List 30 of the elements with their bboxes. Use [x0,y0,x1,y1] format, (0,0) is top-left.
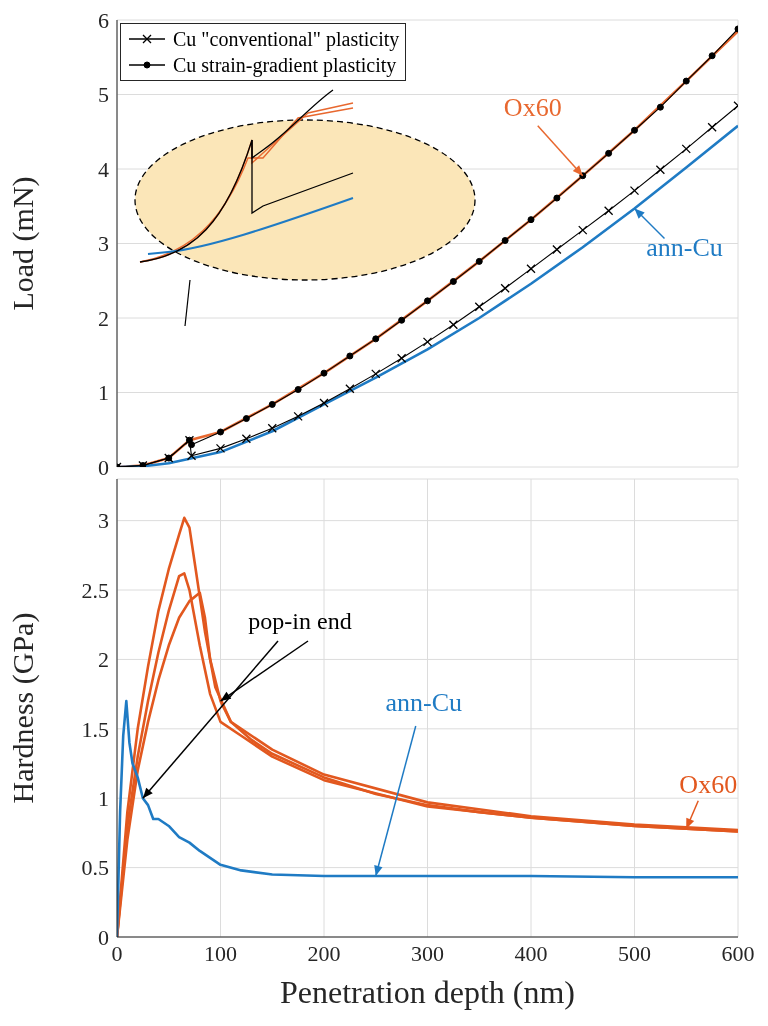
legend-label: Cu strain-gradient plasticity [173,53,397,78]
y-tick-label: 6 [98,7,109,33]
y-tick-label: 2.5 [81,577,109,603]
y-tick-label: 2 [98,305,109,331]
x-tick-label: 100 [204,940,237,966]
x-tick-label: 200 [307,940,341,966]
y-axis-title: Load (mN) [5,176,40,311]
y-tick-label: 4 [98,156,109,182]
y-tick-label: 3 [98,508,109,534]
y-tick-label: 5 [98,82,109,108]
y-tick-label: 2 [98,647,109,673]
series-label: Ox60 [679,769,738,799]
text: Ox60 [503,92,562,122]
y-tick-label: 1.5 [81,716,109,742]
text: ann-Cu [385,687,463,717]
legend-label: Cu "conventional" plasticity [173,27,400,52]
y-axis-title: Hardness (GPa) [5,612,40,804]
y-tick-label: 1 [98,380,109,406]
y-tick-label: 0 [98,454,109,480]
annotation: pop-in end [248,608,352,634]
x-axis-title: Penetration depth (nm) [279,974,576,1010]
y-tick-label: 0.5 [81,855,109,881]
x-tick-label: 400 [514,940,548,966]
y-tick-label: 1 [98,786,109,812]
x-tick-label: 600 [721,940,755,966]
x-tick-label: 300 [411,940,444,966]
y-tick-label: 0 [98,924,109,950]
y-tick-label: 3 [98,231,109,257]
x-tick-label: 500 [618,940,651,966]
series-label: ann-Cu [646,233,723,263]
